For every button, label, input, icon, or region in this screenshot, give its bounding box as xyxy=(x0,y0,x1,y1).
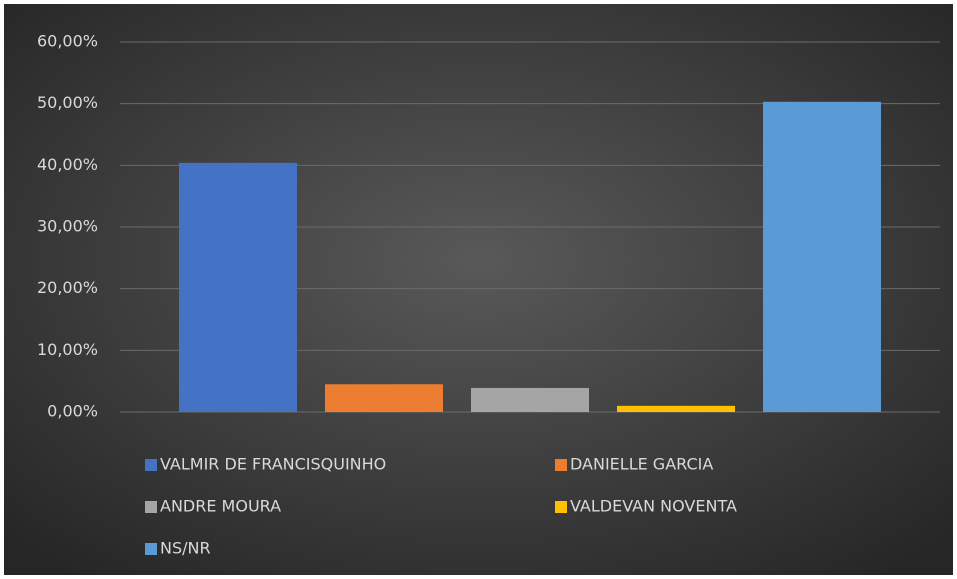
y-tick-label: 0,00% xyxy=(47,402,98,421)
legend-label: DANIELLE GARCIA xyxy=(570,455,713,474)
bar xyxy=(179,162,297,412)
legend-swatch xyxy=(555,459,567,471)
legend-label: VALMIR DE FRANCISQUINHO xyxy=(160,455,386,474)
bar xyxy=(763,101,881,413)
legend-swatch xyxy=(145,543,157,555)
y-tick-label: 50,00% xyxy=(37,93,98,112)
legend-swatch xyxy=(145,459,157,471)
legend-swatch xyxy=(145,501,157,513)
y-tick-label: 20,00% xyxy=(37,278,98,297)
legend-label: VALDEVAN NOVENTA xyxy=(570,497,737,516)
bar xyxy=(325,384,443,412)
bar xyxy=(471,387,589,412)
legend-swatch xyxy=(555,501,567,513)
y-tick-label: 60,00% xyxy=(37,32,98,51)
bar xyxy=(617,405,735,412)
legend-label: NS/NR xyxy=(160,539,211,558)
y-tick-label: 10,00% xyxy=(37,340,98,359)
y-tick-label: 40,00% xyxy=(37,155,98,174)
y-tick-label: 30,00% xyxy=(37,217,98,236)
legend-label: ANDRE MOURA xyxy=(160,497,281,516)
